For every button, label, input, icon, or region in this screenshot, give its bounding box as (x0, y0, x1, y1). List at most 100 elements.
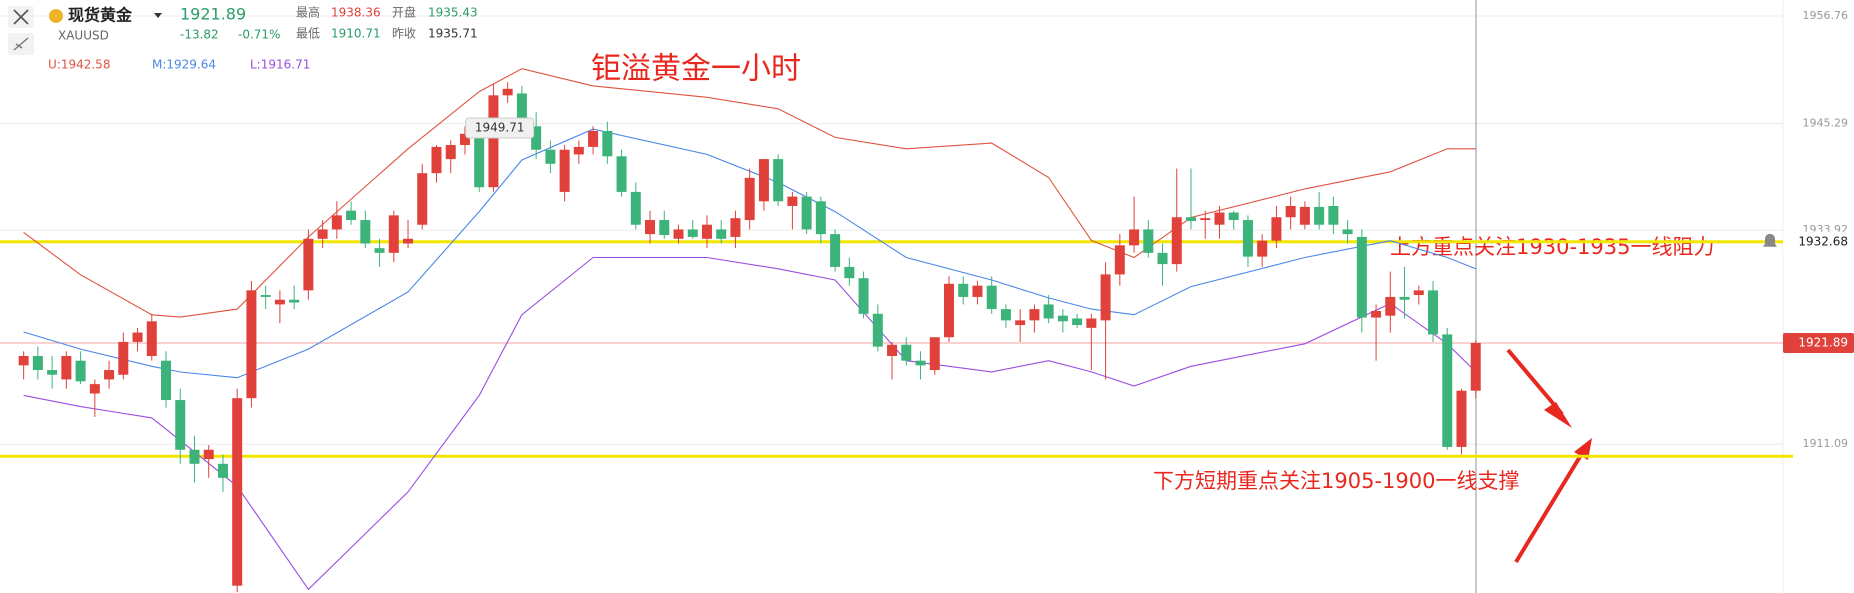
candle-body (1242, 220, 1253, 257)
candle-body (118, 341, 129, 375)
candle-body (630, 191, 641, 225)
candle-body (531, 126, 542, 150)
candle-body (1129, 229, 1140, 246)
price-tag-label: 1932.68 (1798, 234, 1848, 248)
annotation: 上方重点关注1930-1935一线阻力 (1390, 235, 1714, 259)
candle-body (1143, 229, 1154, 253)
candle-body (502, 88, 513, 96)
candle-body (260, 295, 271, 297)
arrow (1514, 448, 1586, 564)
prev-close: 1935.71 (428, 27, 478, 41)
y-tick-label: 1911.09 (1803, 437, 1849, 450)
candle-body (1299, 206, 1310, 225)
candle-body (1214, 212, 1225, 225)
candle-body (47, 370, 58, 375)
candle-body (830, 234, 841, 267)
price-tag-label: 1921.89 (1798, 335, 1848, 349)
draw-icon (13, 37, 29, 51)
band-upper (23, 68, 1476, 318)
candle-body (75, 360, 86, 382)
low-label: 最低 (296, 27, 320, 41)
candle-body (701, 224, 712, 239)
candle-body (431, 146, 442, 174)
candle-body (1114, 245, 1125, 275)
candle-body (872, 313, 883, 347)
prev-label: 昨收 (392, 27, 416, 41)
candle-body (687, 229, 698, 237)
candle-body (459, 133, 470, 146)
candle-body (573, 146, 584, 155)
candle-body (89, 384, 100, 394)
candle-body (1157, 252, 1168, 265)
candle-body (744, 177, 755, 221)
low: 1910.71 (331, 27, 381, 41)
arrows (1506, 348, 1592, 564)
candle-body (417, 173, 428, 225)
candle-body (972, 285, 983, 297)
candle-body (374, 248, 385, 253)
candle-body (1456, 390, 1467, 447)
candle-body (758, 159, 769, 202)
candle-body (1385, 296, 1396, 316)
annotation: 下方短期重点关注1905-1900一线支撑 (1153, 469, 1519, 493)
candle-body (1100, 274, 1111, 321)
candle-body (1029, 309, 1040, 321)
candle-body (403, 238, 414, 244)
candle-body (61, 355, 72, 380)
candle-body (1271, 217, 1282, 241)
candle-body (901, 344, 912, 361)
toolbar (8, 6, 63, 55)
candle-body (274, 299, 285, 305)
y-tick-label: 1945.29 (1803, 117, 1849, 130)
candle-body (232, 398, 243, 586)
candle-body (1072, 318, 1083, 326)
symbol: XAUUSD (58, 29, 109, 43)
candle-body (858, 278, 869, 314)
change: -13.82 (180, 28, 219, 42)
candle-body (1342, 229, 1353, 235)
candle-body (559, 149, 570, 192)
candle-body (986, 285, 997, 310)
candle-body (716, 229, 727, 239)
candle-body (801, 196, 812, 230)
candle-body (773, 159, 784, 202)
candle-body (1428, 290, 1439, 335)
candle-body (645, 220, 656, 235)
change-pct: -0.71% (238, 28, 280, 42)
open: 1935.43 (428, 6, 478, 20)
y-tick-label: 1956.76 (1803, 9, 1849, 22)
candle-body (545, 149, 556, 164)
candle-body (346, 210, 357, 221)
gold-icon (49, 9, 63, 23)
price: 1921.89 (180, 5, 246, 24)
candle-body (1228, 212, 1239, 221)
chart-title: 钜溢黄金一小时 (591, 52, 801, 87)
instrument-name: 现货黄金 (68, 6, 133, 25)
candle-body (217, 463, 228, 478)
candle-body (203, 449, 214, 460)
candle-body (1257, 240, 1268, 257)
candle-body (929, 337, 940, 371)
candle-body (289, 299, 300, 303)
candle-body (18, 355, 29, 366)
candle-body (1470, 342, 1481, 391)
candle-body (844, 266, 855, 279)
high: 1938.36 (331, 6, 381, 20)
open-label: 开盘 (392, 5, 416, 20)
candle-body (815, 201, 826, 235)
candle-body (516, 93, 527, 127)
close-icon (13, 9, 29, 25)
candle-body (673, 229, 684, 239)
candle-body (958, 283, 969, 297)
candle-body (104, 370, 115, 380)
candle-body (588, 130, 599, 147)
candle-body (1200, 218, 1211, 221)
candle-body (787, 196, 798, 206)
bell-icon (1763, 233, 1777, 247)
candle-body (32, 355, 43, 371)
dropdown-icon[interactable] (154, 13, 162, 18)
candle-body (730, 218, 741, 237)
candle-body (146, 321, 157, 356)
candle-body (659, 220, 670, 236)
